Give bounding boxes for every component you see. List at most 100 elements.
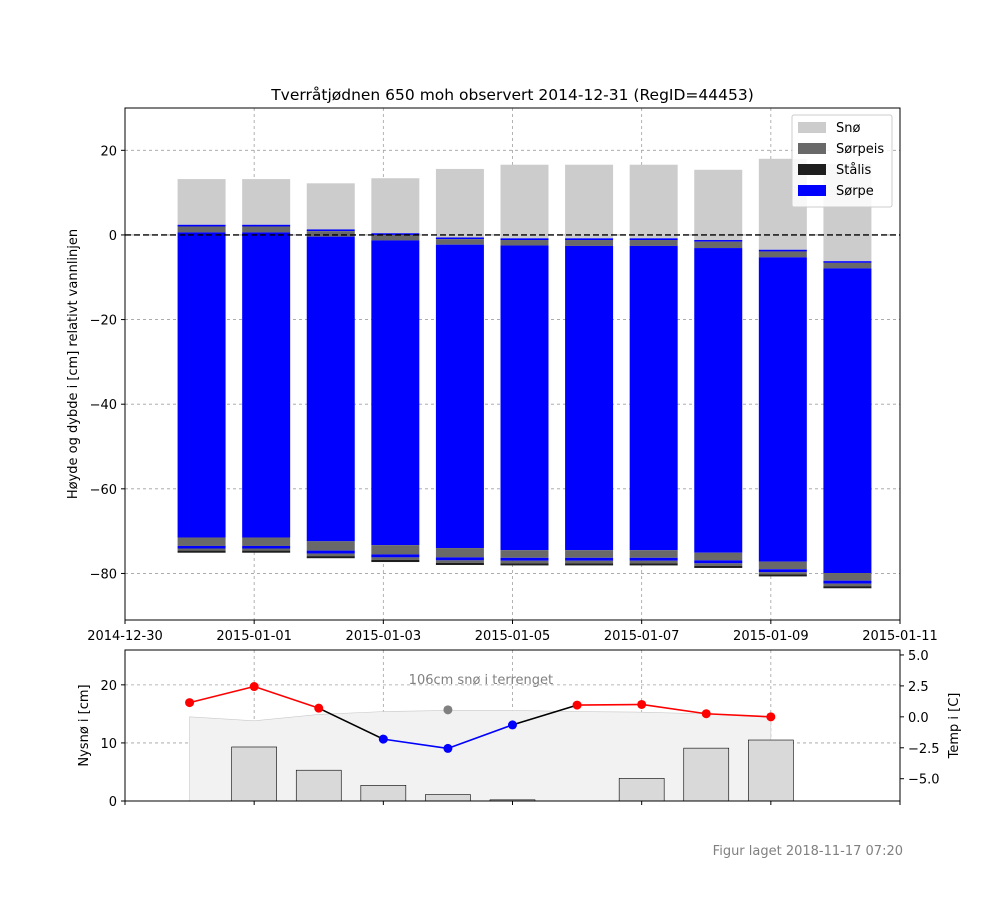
figure-timestamp: Figur laget 2018-11-17 07:20 [713,844,903,859]
new-snow-bar [683,747,730,802]
temp-point [766,712,776,722]
layer-srpe [177,224,226,227]
layer-srpe [500,557,549,561]
new-snow-bars [231,739,794,802]
temp-point [637,699,647,709]
layer-srpe [629,557,678,561]
layer-srpe [629,238,678,241]
temp-segment [641,703,707,715]
new-snow-bar [748,739,794,802]
temp-segment [512,704,578,726]
layer-srpe [306,550,355,554]
layer-stlis [435,562,484,565]
layer-srpeis [694,241,743,249]
layer-srpeis [371,557,420,560]
layer-srpe [758,249,807,252]
legend-label: Sørpe [836,184,874,199]
layer-srpeis [629,550,678,558]
x-tick-label: 2015-01-01 [216,629,292,644]
temp-point [572,700,582,710]
layer-srpeis [242,548,291,551]
layer-srpeis [177,537,226,546]
layer-srpeis [565,560,614,564]
y-tick-label: 5.0 [908,649,929,664]
layer-sn [629,164,678,239]
layer-sn [435,168,484,238]
legend: Snø Sørpeis Stålis Sørpe [791,114,893,208]
bottom-x-ticks [124,801,901,805]
ice-column [306,183,355,559]
layer-srpe [823,580,872,584]
layer-srpeis [306,553,355,557]
ice-layer-columns [177,158,872,589]
y-tick-label: 20 [100,679,117,694]
y-tick-label: −20 [90,314,117,329]
layer-srpe [242,224,291,227]
layer-sn [694,169,743,241]
layer-srpe [823,268,872,574]
x-tick-label: 2014-12-30 [87,629,163,644]
temp-point [701,709,711,719]
bottom-left-y-ticks: 0 10 20 [100,679,125,810]
main-x-ticks: 2014-12-30 2015-01-01 2015-01-03 2015-01-05… [87,620,938,644]
layer-srpeis [758,251,807,258]
layer-stlis [242,550,291,553]
layer-srpe [306,229,355,232]
layer-srpeis [371,234,420,241]
temp-segment [383,738,449,750]
layer-sn [306,183,355,230]
layer-srpeis [565,240,614,246]
layer-srpeis [758,572,807,575]
layer-srpeis [500,240,549,246]
layer-srpe [371,233,420,235]
y-tick-label: −60 [90,483,117,498]
y-tick-label: 0.0 [908,711,929,726]
layer-srpe [694,248,743,553]
y-tick-label: −2.5 [908,742,940,757]
layer-srpeis [629,240,678,246]
layer-stlis [694,565,743,568]
y-tick-label: 0 [109,229,117,244]
layer-stlis [177,550,226,553]
temperature-points [185,682,776,753]
ice-column [435,168,484,565]
layer-srpe [565,238,614,241]
layer-srpeis [306,541,355,551]
layer-srpeis [565,550,614,558]
legend-swatch [798,185,826,196]
ice-column [565,164,614,566]
ice-column [758,158,807,577]
layer-srpe [242,545,291,549]
temp-segment [253,685,320,709]
main-y-ticks: 20 0 −20 −40 −60 −80 [90,144,125,582]
legend-label: Stålis [836,163,872,178]
legend-label: Snø [836,121,860,136]
layer-srpe [435,244,484,549]
y-tick-label: 0 [109,795,117,810]
layer-srpeis [177,548,226,551]
legend-box [791,114,893,208]
x-tick-label: 2015-01-11 [862,629,938,644]
layer-srpe [306,236,355,542]
layer-srpeis [823,573,872,581]
legend-label: Sørpeis [836,142,884,157]
y-tick-label: −40 [90,398,117,413]
layer-srpe [177,545,226,549]
y-tick-label: 2.5 [908,680,929,695]
layer-srpe [371,240,420,546]
layer-srpeis [823,262,872,269]
temp-point [443,743,453,753]
legend-swatch [798,143,826,154]
new-snow-bar [425,794,471,802]
new-snow-bar [231,746,277,802]
layer-srpe [177,232,226,538]
ice-column [371,178,420,563]
y-tick-label: 20 [100,144,117,159]
layer-srpe [823,261,872,263]
new-snow-bar [295,769,342,802]
layer-sn [177,179,226,225]
temp-segment [189,685,255,704]
layer-stlis [500,563,549,566]
chart-title: Tverråtjødnen 650 moh observert 2014-12-… [270,86,754,104]
